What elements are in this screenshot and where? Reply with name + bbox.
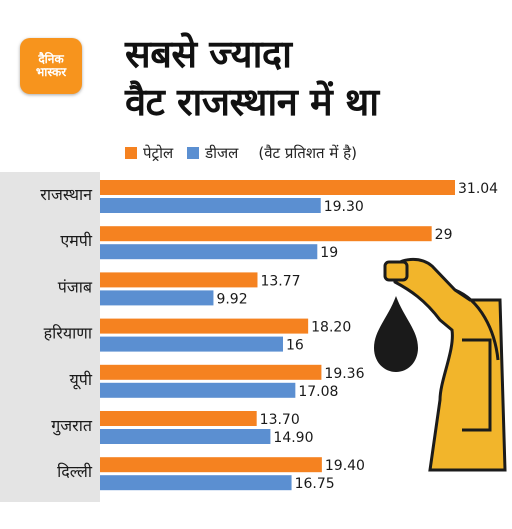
legend-label-petrol: पेट्रोल: [143, 144, 174, 162]
chart-title-line-2: वैट राजस्थान में था: [125, 80, 379, 124]
bars-layer: राजस्थान 31.04 19.30 एमपी 29 19 पंजाब 13.77 9.92…: [40, 180, 498, 492]
category-label: राजस्थान: [40, 185, 93, 204]
value-label-petrol: 13.77: [260, 273, 300, 289]
fuel-pump-illustration: [374, 258, 507, 472]
value-label-diesel: 19.30: [324, 199, 364, 215]
value-label-petrol: 29: [435, 227, 453, 243]
bar-petrol: [100, 272, 258, 288]
bar-petrol: [100, 411, 257, 426]
category-label: एमपी: [60, 231, 93, 250]
legend-swatch-diesel: [187, 147, 200, 159]
bar-diesel: [100, 290, 214, 306]
brand-line-2: भास्कर: [35, 65, 67, 79]
value-label-diesel: 17.08: [298, 384, 338, 400]
bar-petrol: [100, 318, 309, 334]
value-label-petrol: 19.36: [324, 366, 364, 382]
oil-drop-icon: [374, 296, 418, 372]
brand-line-1: दैनिक: [38, 52, 64, 67]
fuel-nozzle-icon: [383, 258, 507, 472]
value-label-diesel: 16: [286, 338, 304, 354]
value-label-diesel: 19: [320, 245, 338, 261]
value-label-petrol: 13.70: [260, 412, 300, 428]
value-label-petrol: 19.40: [325, 458, 365, 474]
value-label-diesel: 14.90: [273, 430, 313, 446]
value-label-diesel: 9.92: [216, 291, 247, 307]
bar-petrol: [100, 364, 322, 380]
chart-legend: पेट्रोल डीजल (वैट प्रतिशत में है): [125, 143, 357, 163]
category-panel: [0, 172, 100, 502]
bar-petrol: [100, 457, 322, 473]
bar-petrol: [100, 180, 455, 195]
category-label: हरियाणा: [44, 324, 93, 343]
category-label: गुजरात: [51, 416, 93, 436]
bar-diesel: [100, 382, 296, 398]
category-label: यूपी: [69, 370, 92, 390]
legend-note: (वैट प्रतिशत में है): [258, 144, 357, 162]
bar-diesel: [100, 244, 318, 260]
value-label-petrol: 18.20: [311, 320, 351, 336]
chart-title-line-1: सबसे ज्यादा: [125, 32, 292, 76]
bar-diesel: [100, 475, 292, 491]
bar-diesel: [100, 429, 271, 444]
legend-item-diesel: डीजल: [187, 143, 238, 163]
legend-swatch-petrol: [125, 147, 137, 159]
bar-diesel: [100, 198, 321, 213]
category-label: पंजाब: [58, 277, 93, 296]
brand-logo: दैनिक भास्कर: [20, 38, 82, 94]
bar-diesel: [100, 336, 283, 352]
value-label-petrol: 31.04: [458, 181, 498, 197]
legend-item-petrol: पेट्रोल: [125, 143, 173, 163]
legend-label-diesel: डीजल: [205, 144, 239, 162]
value-label-diesel: 16.75: [295, 476, 335, 492]
category-label: दिल्ली: [57, 462, 93, 481]
chart-title: सबसे ज्यादा वैट राजस्थान में था: [125, 30, 505, 126]
bar-petrol: [100, 226, 432, 242]
